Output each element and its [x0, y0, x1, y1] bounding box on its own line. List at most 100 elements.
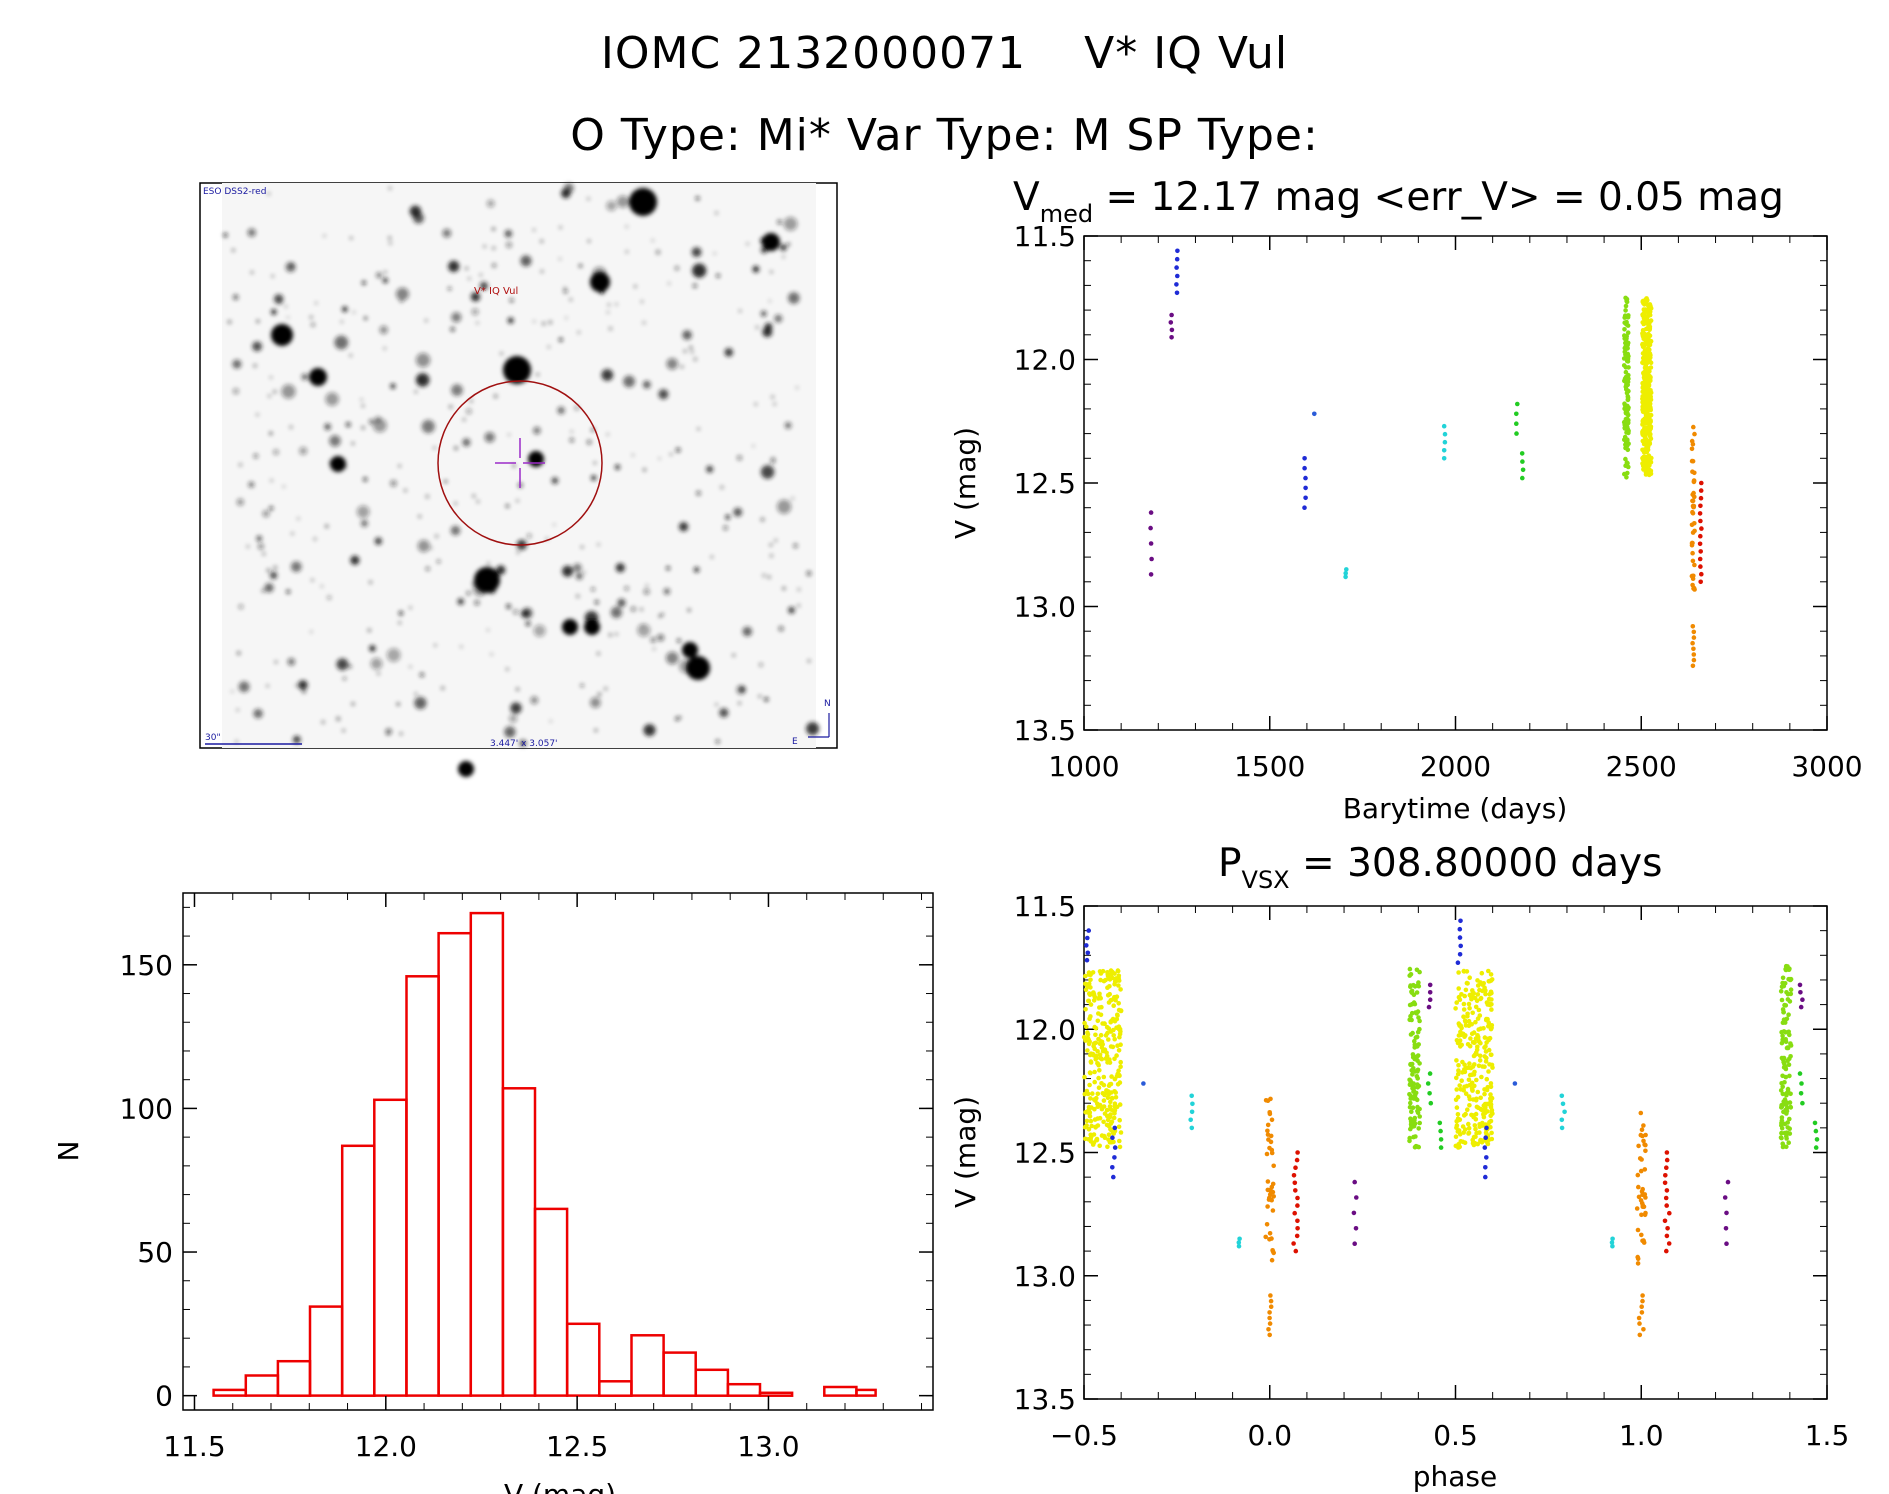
- star: [325, 524, 329, 528]
- data-point: [1096, 1075, 1101, 1081]
- star: [388, 241, 392, 245]
- star: [797, 604, 800, 607]
- star: [257, 543, 264, 550]
- star: [336, 658, 349, 671]
- star: [484, 432, 495, 443]
- star: [658, 615, 662, 618]
- star: [576, 594, 580, 598]
- data-point: [1625, 460, 1630, 466]
- data-point: [1083, 1037, 1088, 1042]
- data-point: [1483, 1059, 1489, 1064]
- data-point: [1467, 1103, 1472, 1108]
- star: [533, 624, 546, 637]
- star: [774, 539, 778, 542]
- data-point: [1622, 471, 1627, 477]
- star: [281, 384, 296, 399]
- star: [658, 389, 669, 400]
- star: [334, 335, 349, 350]
- star: [256, 535, 263, 542]
- data-point: [1644, 320, 1650, 326]
- star: [548, 320, 552, 324]
- data-point: [1082, 1074, 1087, 1080]
- data-point: [1778, 1135, 1784, 1140]
- star: [563, 183, 574, 194]
- data-point: [1265, 1122, 1271, 1128]
- star: [313, 537, 317, 541]
- bright-star: [330, 456, 346, 472]
- data-point: [1108, 1099, 1113, 1105]
- data-point: [1088, 1118, 1094, 1124]
- data-point: [1116, 1124, 1122, 1130]
- data-point: [1782, 1020, 1788, 1025]
- data-point: [1295, 1150, 1300, 1155]
- data-point: [1640, 1298, 1645, 1304]
- data-point: [1092, 1024, 1097, 1030]
- star: [232, 359, 242, 369]
- data-point: [1471, 1097, 1476, 1102]
- star: [736, 455, 743, 461]
- data-point: [1691, 646, 1696, 652]
- data-point: [1635, 1172, 1641, 1178]
- star: [624, 586, 629, 591]
- data-point: [1303, 485, 1308, 491]
- histogram-bar: [823, 1385, 858, 1397]
- lightcurve-title-rest: = 12.17 mag <err_V> = 0.05 mag: [1093, 175, 1784, 220]
- star: [486, 628, 490, 632]
- data-point: [1625, 315, 1631, 320]
- data-point: [1781, 1010, 1786, 1015]
- star: [363, 477, 368, 482]
- data-point: [1415, 1085, 1420, 1090]
- hist-ytick-label: 150: [120, 949, 173, 982]
- data-point: [1690, 498, 1696, 504]
- star: [762, 573, 766, 578]
- star: [520, 609, 529, 618]
- ytick-label: 13.5: [1014, 1383, 1076, 1416]
- data-point: [1093, 1040, 1099, 1046]
- data-point: [1102, 1047, 1108, 1052]
- data-point: [1112, 1145, 1118, 1150]
- data-point: [1486, 1020, 1491, 1025]
- data-point: [1097, 1102, 1103, 1108]
- data-point: [1089, 1134, 1094, 1139]
- star: [342, 676, 347, 681]
- compass-north: N: [824, 699, 831, 709]
- data-point: [1638, 1132, 1644, 1138]
- data-point: [1725, 1179, 1731, 1185]
- data-point: [1473, 1050, 1479, 1055]
- star: [462, 438, 471, 447]
- data-point: [1467, 1061, 1472, 1066]
- data-point: [1457, 935, 1463, 940]
- data-point: [1643, 1148, 1648, 1154]
- data-point: [1647, 472, 1652, 478]
- data-point: [1645, 445, 1651, 450]
- data-point: [1472, 1083, 1477, 1089]
- star: [616, 195, 630, 208]
- data-point: [1175, 273, 1180, 279]
- star: [562, 565, 574, 577]
- data-point: [1270, 1208, 1276, 1213]
- lightcurve-xlabel: Barytime (days): [1343, 792, 1568, 825]
- star: [450, 327, 455, 332]
- star: [289, 425, 293, 429]
- star: [551, 477, 559, 484]
- data-point: [1463, 987, 1469, 993]
- star: [451, 384, 463, 396]
- star: [385, 728, 392, 735]
- star: [430, 546, 433, 550]
- star: [315, 301, 318, 305]
- star: [356, 505, 370, 519]
- data-point: [1781, 1059, 1786, 1065]
- data-point: [1414, 1054, 1420, 1059]
- star: [421, 419, 435, 434]
- ytick-label: 11.5: [1014, 220, 1076, 253]
- data-point: [1476, 1007, 1482, 1013]
- data-point: [1454, 1087, 1459, 1092]
- data-point: [1111, 1174, 1116, 1180]
- data-point: [1623, 303, 1629, 309]
- star: [496, 565, 506, 575]
- data-point: [1265, 1128, 1270, 1134]
- data-point: [1442, 439, 1448, 445]
- data-point: [1780, 975, 1786, 981]
- data-point: [1116, 983, 1121, 988]
- data-point: [1236, 1240, 1242, 1245]
